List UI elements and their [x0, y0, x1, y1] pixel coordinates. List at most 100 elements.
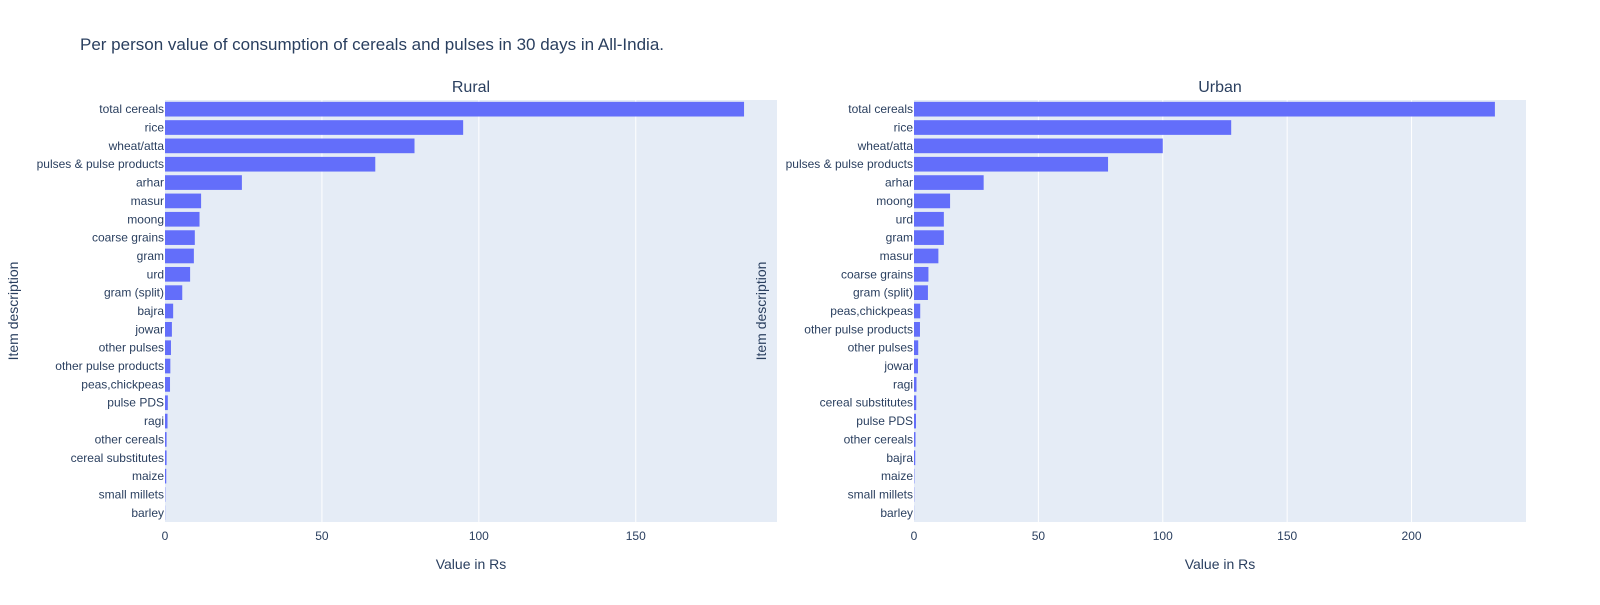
y-tick-label: moong [127, 212, 164, 226]
x-axis-title: Value in Rs [436, 556, 507, 572]
y-tick-label: peas,chickpeas [830, 304, 913, 318]
bar [165, 249, 194, 264]
bar [165, 212, 200, 227]
bar [914, 395, 916, 410]
y-tick-label: ragi [144, 414, 164, 428]
bar [165, 395, 168, 410]
bar [914, 194, 950, 209]
bar [914, 157, 1108, 172]
bar [165, 139, 415, 154]
bar [914, 285, 928, 300]
bar [914, 322, 920, 337]
subplot-title: Rural [452, 79, 490, 96]
y-tick-label: pulse PDS [856, 414, 913, 428]
y-tick-label: pulse PDS [107, 396, 164, 410]
y-tick-label: maize [881, 469, 913, 483]
x-axis-title: Value in Rs [1185, 556, 1256, 572]
bar [914, 377, 916, 392]
y-tick-label: rice [145, 121, 165, 135]
x-tick-label: 200 [1402, 529, 1422, 543]
bar [165, 359, 170, 374]
y-tick-label: other cereals [844, 432, 913, 446]
y-tick-label: pulses & pulse products [786, 157, 913, 171]
y-tick-label: urd [896, 212, 913, 226]
y-tick-label: moong [876, 194, 913, 208]
bar [165, 102, 744, 117]
bar [914, 175, 984, 190]
bar [914, 120, 1231, 135]
y-tick-label: barley [880, 506, 913, 520]
x-tick-label: 150 [626, 529, 646, 543]
bar [914, 359, 918, 374]
y-tick-label: jowar [883, 359, 913, 373]
panel-urban: 0 50 100 150 200 total cereals rice wheat/atta p… [753, 79, 1526, 572]
bar [165, 157, 375, 172]
bar [914, 212, 944, 227]
bar [914, 102, 1495, 117]
y-tick-label: wheat/atta [857, 139, 914, 153]
x-tick-label: 0 [911, 529, 918, 543]
x-tick-label: 150 [1277, 529, 1297, 543]
y-tick-label: jowar [134, 322, 164, 336]
bar [914, 414, 916, 429]
bar [165, 230, 195, 245]
bar [914, 432, 915, 447]
y-tick-label: arhar [885, 176, 913, 190]
bar [165, 285, 182, 300]
bar [165, 267, 190, 282]
y-tick-label: other pulse products [804, 322, 913, 336]
bar [914, 230, 944, 245]
y-axis-title: Item description [753, 262, 769, 361]
y-tick-label: gram (split) [853, 286, 913, 300]
bar [914, 340, 918, 355]
x-tick-label: 0 [162, 529, 169, 543]
y-axis-title: Item description [5, 262, 21, 361]
bar [165, 377, 170, 392]
y-tick-label: small millets [848, 487, 913, 501]
bar [165, 322, 172, 337]
bar [165, 450, 167, 465]
y-tick-label: peas,chickpeas [81, 377, 164, 391]
bar [165, 120, 463, 135]
chart-panels: 0 50 100 150 total cereals rice wheat/atta puls… [5, 79, 1526, 572]
subplot-title: Urban [1198, 79, 1242, 96]
y-tick-label: small millets [99, 487, 164, 501]
x-tick-label: 50 [1032, 529, 1046, 543]
y-tick-label: pulses & pulse products [37, 157, 164, 171]
bar [914, 267, 928, 282]
y-tick-label: maize [132, 469, 164, 483]
bar [165, 175, 242, 190]
bar [914, 450, 915, 465]
y-tick-label: other cereals [95, 432, 164, 446]
x-tick-label: 100 [469, 529, 489, 543]
y-tick-label: other pulses [99, 341, 164, 355]
y-tick-label: arhar [136, 176, 164, 190]
bar [914, 139, 1163, 154]
x-tick-label: 100 [1153, 529, 1173, 543]
y-tick-label: total cereals [848, 102, 913, 116]
y-tick-label: rice [894, 121, 914, 135]
y-tick-label: coarse grains [92, 231, 164, 245]
y-tick-label: urd [147, 267, 164, 281]
y-tick-label: other pulses [848, 341, 913, 355]
bar [165, 469, 166, 484]
bar [165, 340, 171, 355]
y-tick-label: other pulse products [55, 359, 164, 373]
bar [165, 432, 167, 447]
bar [165, 414, 168, 429]
y-tick-label: total cereals [99, 102, 164, 116]
y-tick-label: cereal substitutes [820, 396, 913, 410]
y-tick-label: gram (split) [104, 286, 164, 300]
y-tick-label: bajra [886, 451, 913, 465]
y-tick-label: gram [137, 249, 164, 263]
y-tick-label: ragi [893, 377, 913, 391]
y-tick-label: masur [131, 194, 164, 208]
y-tick-label: wheat/atta [108, 139, 165, 153]
y-tick-label: gram [886, 231, 913, 245]
y-tick-label: cereal substitutes [71, 451, 164, 465]
bar [914, 304, 920, 319]
y-tick-label: masur [880, 249, 913, 263]
chart-title: Per person value of consumption of cerea… [80, 35, 664, 54]
y-tick-label: coarse grains [841, 267, 913, 281]
